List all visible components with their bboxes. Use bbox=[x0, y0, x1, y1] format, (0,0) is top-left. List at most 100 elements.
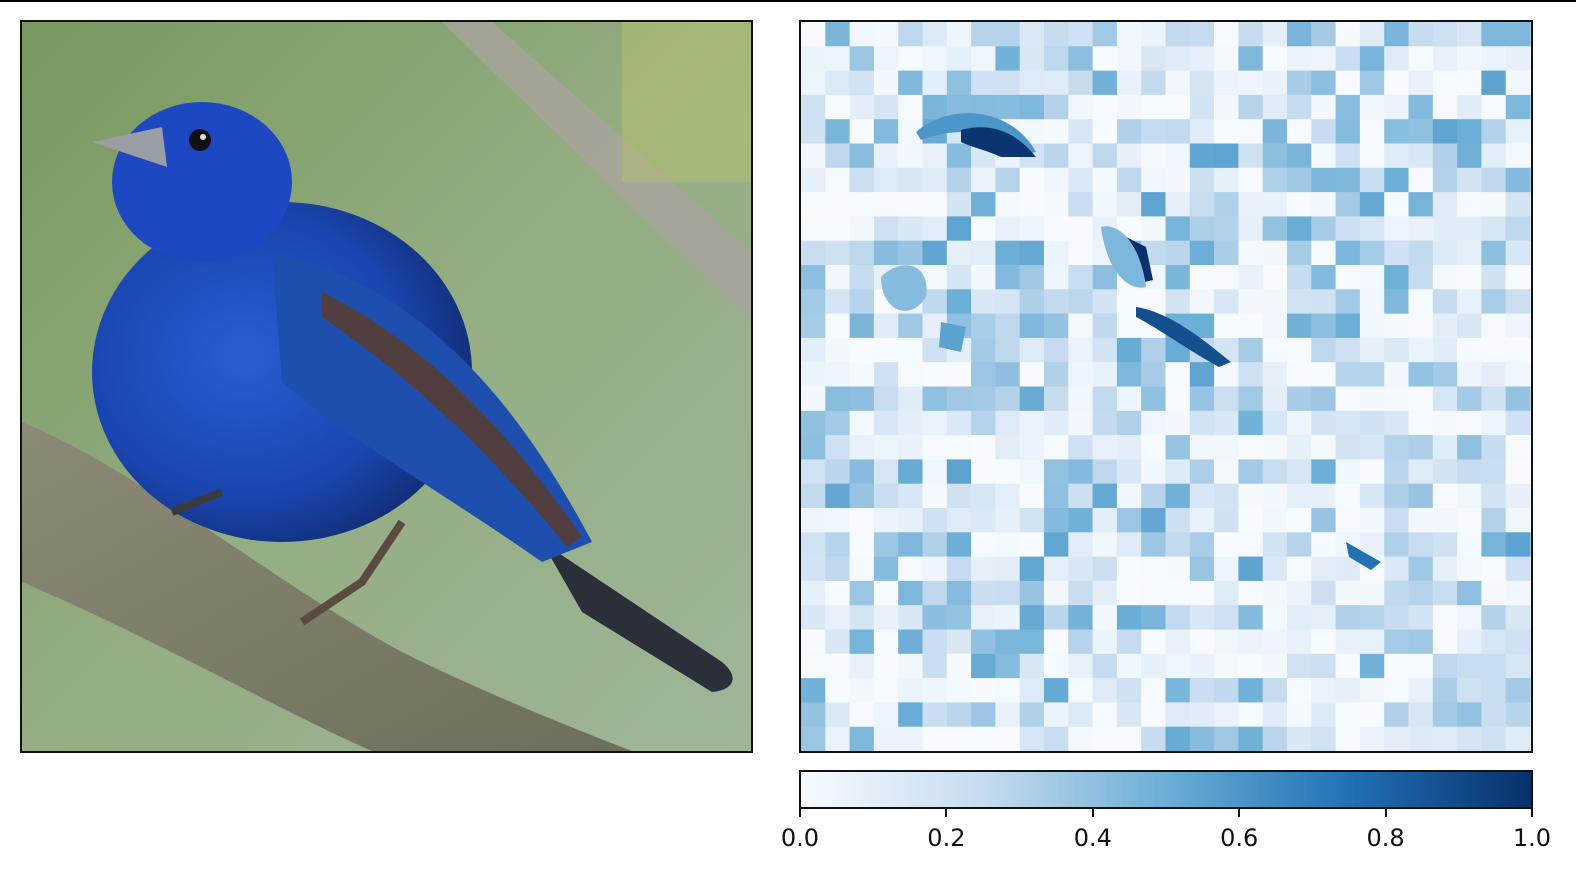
superpixel bbox=[1189, 678, 1215, 703]
superpixel bbox=[1384, 216, 1410, 242]
superpixel bbox=[1287, 216, 1312, 242]
superpixel bbox=[1408, 22, 1434, 47]
superpixel bbox=[1505, 580, 1531, 606]
superpixel bbox=[1311, 653, 1337, 679]
superpixel bbox=[1287, 313, 1312, 339]
superpixel bbox=[1116, 46, 1142, 72]
superpixel bbox=[1481, 386, 1507, 412]
bird-tail bbox=[542, 542, 733, 692]
superpixel bbox=[1311, 313, 1337, 339]
superpixel bbox=[1044, 192, 1069, 217]
superpixel bbox=[1505, 119, 1531, 145]
superpixel bbox=[1481, 459, 1507, 485]
superpixel bbox=[1116, 459, 1142, 485]
superpixel bbox=[1068, 580, 1094, 606]
superpixel bbox=[1359, 702, 1385, 728]
superpixel bbox=[1238, 605, 1264, 631]
superpixel bbox=[1165, 726, 1191, 751]
superpixel bbox=[1311, 119, 1337, 145]
superpixel bbox=[995, 629, 1021, 655]
superpixel bbox=[1384, 70, 1410, 96]
superpixel bbox=[1044, 265, 1069, 290]
superpixel bbox=[1068, 46, 1094, 72]
superpixel bbox=[1505, 216, 1531, 242]
superpixel bbox=[971, 337, 996, 363]
superpixel bbox=[873, 678, 899, 703]
superpixel bbox=[1262, 265, 1288, 290]
superpixel bbox=[1287, 726, 1312, 751]
superpixel bbox=[1335, 459, 1361, 485]
superpixel bbox=[849, 435, 875, 460]
superpixel bbox=[1068, 289, 1094, 315]
superpixel bbox=[1287, 580, 1312, 606]
superpixel bbox=[849, 653, 875, 679]
superpixel bbox=[1384, 192, 1410, 217]
superpixel bbox=[1044, 119, 1069, 145]
superpixel bbox=[898, 459, 924, 485]
superpixel bbox=[1189, 508, 1215, 533]
superpixel bbox=[1335, 726, 1361, 751]
superpixel bbox=[898, 70, 924, 96]
superpixel bbox=[1432, 143, 1458, 169]
superpixel bbox=[825, 653, 851, 679]
superpixel bbox=[1116, 22, 1142, 47]
superpixel bbox=[849, 532, 875, 558]
superpixel bbox=[1359, 192, 1385, 217]
superpixel bbox=[1384, 483, 1410, 509]
superpixel bbox=[1044, 605, 1069, 631]
superpixel bbox=[1457, 22, 1482, 47]
superpixel bbox=[1481, 337, 1507, 363]
superpixel bbox=[1335, 216, 1361, 242]
superpixel bbox=[946, 216, 972, 242]
superpixel bbox=[1359, 143, 1385, 169]
superpixel bbox=[1141, 22, 1167, 47]
superpixel bbox=[898, 167, 924, 193]
superpixel bbox=[898, 629, 924, 655]
superpixel bbox=[1165, 508, 1191, 533]
superpixel bbox=[1457, 265, 1482, 290]
superpixel bbox=[1262, 532, 1288, 558]
superpixel bbox=[1384, 313, 1410, 339]
superpixel bbox=[1141, 629, 1167, 655]
superpixel bbox=[1457, 605, 1482, 631]
superpixel bbox=[1335, 313, 1361, 339]
superpixel bbox=[1238, 119, 1264, 145]
superpixel bbox=[995, 94, 1021, 120]
superpixel bbox=[1384, 143, 1410, 169]
superpixel bbox=[1481, 46, 1507, 72]
superpixel bbox=[971, 240, 996, 266]
superpixel bbox=[1214, 143, 1239, 169]
superpixel bbox=[1092, 119, 1118, 145]
superpixel bbox=[946, 532, 972, 558]
superpixel bbox=[1068, 605, 1094, 631]
superpixel bbox=[1384, 459, 1410, 485]
superpixel bbox=[1165, 94, 1191, 120]
superpixel bbox=[825, 192, 851, 217]
superpixel bbox=[995, 167, 1021, 193]
superpixel bbox=[1505, 459, 1531, 485]
superpixel bbox=[971, 70, 996, 96]
superpixel bbox=[1457, 678, 1482, 703]
superpixel bbox=[1068, 265, 1094, 290]
superpixel bbox=[873, 192, 899, 217]
colorbar-tick-label: 0.4 bbox=[1073, 824, 1112, 852]
superpixel bbox=[971, 289, 996, 315]
superpixel bbox=[873, 459, 899, 485]
superpixel bbox=[1432, 410, 1458, 436]
superpixel bbox=[873, 726, 899, 751]
attribution-region bbox=[881, 265, 927, 311]
superpixel bbox=[1238, 216, 1264, 242]
superpixel bbox=[946, 653, 972, 679]
bird-beak bbox=[92, 127, 167, 167]
superpixel bbox=[995, 70, 1021, 96]
superpixel bbox=[1092, 532, 1118, 558]
superpixel bbox=[1141, 653, 1167, 679]
superpixel bbox=[1214, 653, 1239, 679]
superpixel bbox=[1335, 435, 1361, 460]
superpixel bbox=[1092, 556, 1118, 582]
superpixel bbox=[825, 532, 851, 558]
colorbar-tick bbox=[1091, 809, 1094, 817]
superpixel bbox=[825, 22, 851, 47]
superpixel bbox=[1408, 313, 1434, 339]
superpixel bbox=[946, 629, 972, 655]
